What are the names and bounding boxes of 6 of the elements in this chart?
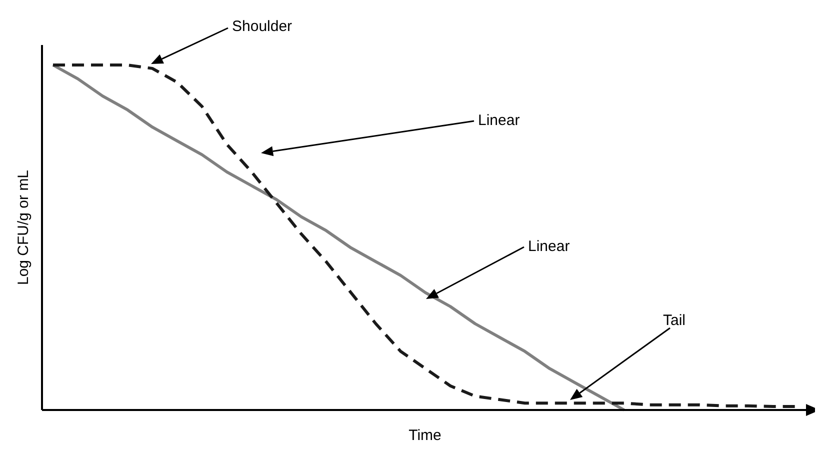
x-axis-title: Time: [408, 427, 442, 444]
annotation: Linear: [478, 112, 520, 129]
annotation: Tail: [663, 312, 686, 329]
annotation: Linear: [528, 238, 570, 255]
text: Shoulder: [232, 18, 292, 35]
y-axis-title: Log CFU/g or mL: [15, 170, 32, 286]
